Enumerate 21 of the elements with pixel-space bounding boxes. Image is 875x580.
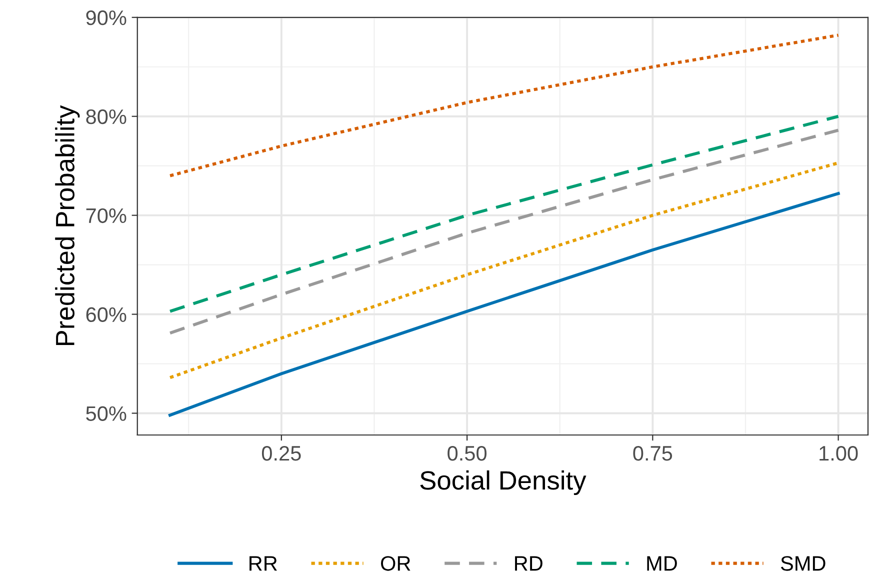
- line-series: [168, 34, 840, 178]
- line-series: [168, 128, 840, 335]
- y-tick-label: 80%: [86, 109, 126, 124]
- y-tick-label: 50%: [86, 406, 126, 421]
- legend-label: OR: [380, 556, 410, 571]
- y-tick-label: 90%: [86, 10, 126, 26]
- legend-label: RR: [250, 556, 277, 571]
- x-tick-label: 0.25: [262, 446, 301, 461]
- x-tick-label: 0.75: [633, 446, 672, 461]
- legend-label: SMD: [780, 556, 826, 571]
- y-axis-title: Predicted Probability: [55, 105, 80, 346]
- line-series: [168, 114, 840, 313]
- line-series: [168, 192, 840, 417]
- legend-label: RD: [515, 556, 542, 571]
- legend-label: MD: [647, 556, 677, 571]
- line-series: [168, 161, 840, 380]
- y-tick-label: 70%: [86, 208, 126, 224]
- x-tick-label: 1.00: [820, 446, 858, 461]
- y-tick-label: 60%: [86, 307, 126, 322]
- x-tick-label: 0.50: [448, 446, 487, 461]
- x-axis-title: Social Density: [420, 470, 586, 495]
